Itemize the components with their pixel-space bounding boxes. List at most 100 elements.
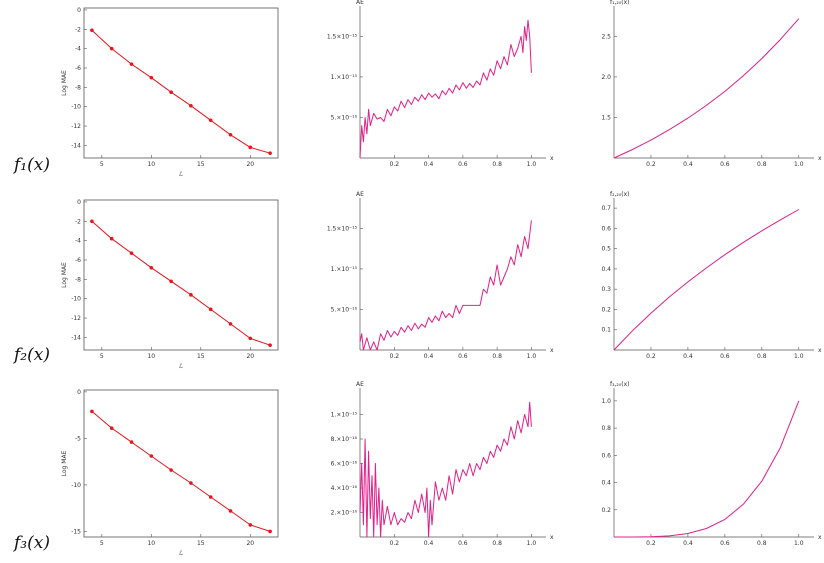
chart-0-xtick-label: 20 [246, 161, 254, 168]
chart-2-xtick-label: 0.6 [720, 161, 730, 168]
chart-panel-7: 0.2 0.4 0.6 0.8 1.0 2.×10⁻¹⁶ 4.×10⁻¹⁶ 6.×10⁻¹⁶ 8… [331, 381, 554, 547]
chart-7-series-line [359, 401, 532, 538]
chart-8-xtick-label: 0.2 [646, 540, 656, 547]
chart-0-ytick-label: 0 [77, 7, 81, 14]
chart-6-xtick-label: 15 [197, 540, 205, 547]
chart-6-ytick-label: -10 [71, 482, 81, 489]
chart-5-ytick-label: 0.2 [601, 306, 611, 313]
chart-3-point [129, 251, 134, 256]
chart-3-ytick-label: -10 [71, 296, 81, 303]
chart-4-xtick-label: 1.0 [527, 353, 537, 360]
chart-panel-6: 5 10 15 20 0 -5 -10 -15 ℒ Log MAE [61, 389, 279, 557]
chart-2-xtick-label: 0.4 [683, 161, 693, 168]
chart-5-xlabel: x [818, 347, 822, 354]
chart-6-ytick-label: 0 [77, 389, 81, 396]
chart-7-xlabel: x [550, 534, 554, 541]
chart-3-point [149, 265, 154, 270]
chart-3-xtick-label: 15 [197, 353, 205, 360]
chart-5-xtick-label: 0.8 [757, 353, 767, 360]
chart-2-xtick-label: 0.8 [757, 161, 767, 168]
chart-6-point [228, 509, 233, 513]
chart-7-ylabel: AE [356, 381, 364, 388]
chart-8-ytick-label: 0.2 [601, 507, 611, 514]
chart-3-ytick-label: -12 [71, 315, 81, 322]
chart-3-point [208, 307, 213, 312]
chart-3-ytick-label: -4 [75, 238, 81, 245]
chart-0-point [90, 28, 94, 33]
chart-8-ytick-label: 0.4 [601, 480, 611, 487]
chart-6-point [208, 495, 213, 499]
chart-7-ytick-label: 6.×10⁻¹⁶ [331, 461, 358, 468]
chart-7-ytick-label: 2.×10⁻¹⁶ [331, 510, 358, 517]
chart-4-ytick-label: 5.×10⁻¹⁶ [331, 306, 358, 313]
chart-8-ytick-label: 0.6 [601, 452, 611, 459]
chart-3-point [268, 343, 272, 347]
chart-6-point [169, 468, 173, 472]
chart-panel-5: 0.2 0.4 0.6 0.8 1.0 0.1 0.2 0.3 0.4 0.5 0.6 0.7 x f₂,… [601, 191, 822, 360]
chart-0-point [109, 46, 114, 51]
chart-2-ylabel: f₁,₂₀(x) [610, 0, 629, 6]
chart-6-point [129, 440, 134, 444]
chart-0-point [268, 151, 272, 155]
chart-6-point [90, 409, 94, 414]
chart-0-point [189, 103, 193, 108]
chart-6-ylabel: Log MAE [61, 450, 68, 476]
chart-5-xtick-label: 1.0 [794, 353, 804, 360]
chart-6-xlabel: ℒ [179, 550, 183, 557]
chart-panel-8: 0.2 0.4 0.6 0.8 1.0 0.2 0.4 0.6 0.8 1.0 x f₃,₂₀(x) [601, 381, 822, 547]
chart-7-xtick-label: 1.0 [527, 540, 537, 547]
chart-3-ytick-label: -2 [75, 218, 81, 225]
chart-0-point [129, 62, 134, 66]
chart-1-ytick-label: 1.×10⁻¹⁵ [331, 74, 358, 81]
chart-3-point [189, 293, 193, 297]
chart-3-ytick-label: -14 [71, 334, 81, 341]
chart-3-frame [83, 199, 279, 351]
chart-2-xtick-label: 0.2 [646, 161, 656, 168]
chart-3-ytick-label: 0 [77, 199, 81, 206]
chart-0-xtick-label: 15 [197, 161, 205, 168]
chart-2-xlabel: x [818, 155, 822, 162]
chart-0-xtick-label: 10 [147, 161, 155, 168]
chart-6-point [149, 454, 154, 458]
chart-5-ytick-label: 0.3 [601, 286, 611, 293]
chart-panel-4: 0.2 0.4 0.6 0.8 1.0 5.×10⁻¹⁶ 1.×10⁻¹⁵ 1.5×10⁻¹⁵… [327, 191, 554, 360]
chart-4-xtick-label: 0.6 [458, 353, 468, 360]
chart-0-ytick-label: -12 [71, 123, 81, 130]
chart-1-ytick-label: 1.5×10⁻¹⁵ [327, 33, 358, 40]
chart-8-xtick-label: 0.4 [683, 540, 693, 547]
chart-1-xtick-label: 0.6 [458, 161, 468, 168]
chart-6-ytick-label: -15 [71, 528, 81, 535]
chart-7-xtick-label: 0.2 [390, 540, 400, 547]
chart-3-point [169, 279, 173, 284]
chart-0-point [169, 90, 173, 94]
chart-0-point [228, 132, 233, 137]
chart-1-xlabel: x [550, 155, 554, 162]
chart-5-ylabel: f₂,₂₀(x) [610, 191, 629, 198]
chart-3-xtick-label: 20 [246, 353, 254, 360]
chart-1-ytick-label: 5.×10⁻¹⁶ [331, 114, 358, 121]
chart-5-xtick-label: 0.4 [683, 353, 693, 360]
chart-2-series-line [613, 18, 800, 159]
chart-8-xtick-label: 1.0 [794, 540, 804, 547]
chart-4-xtick-label: 0.8 [492, 353, 502, 360]
chart-6-point [268, 529, 272, 534]
chart-7-xtick-label: 0.4 [424, 540, 434, 547]
chart-4-series-line [359, 220, 532, 351]
chart-5-ytick-label: 0.4 [601, 266, 611, 273]
chart-3-ylabel: Log MAE [61, 262, 68, 288]
chart-4-xtick-label: 0.2 [390, 353, 400, 360]
chart-8-ylabel: f₃,₂₀(x) [610, 381, 629, 388]
chart-0-series-line [91, 29, 271, 154]
chart-7-ytick-label: 1.×10⁻¹⁵ [331, 412, 358, 419]
chart-3-xtick-label: 10 [147, 353, 155, 360]
chart-1-series-line [359, 19, 532, 159]
chart-0-xtick-label: 5 [100, 161, 104, 168]
chart-5-xtick-label: 0.2 [646, 353, 656, 360]
chart-1-xtick-label: 0.4 [424, 161, 434, 168]
chart-0-frame [83, 7, 279, 159]
chart-7-xtick-label: 0.8 [492, 540, 502, 547]
chart-7-xtick-label: 0.6 [458, 540, 468, 547]
chart-8-series-line [614, 400, 800, 538]
chart-5-ytick-label: 0.5 [601, 246, 611, 253]
